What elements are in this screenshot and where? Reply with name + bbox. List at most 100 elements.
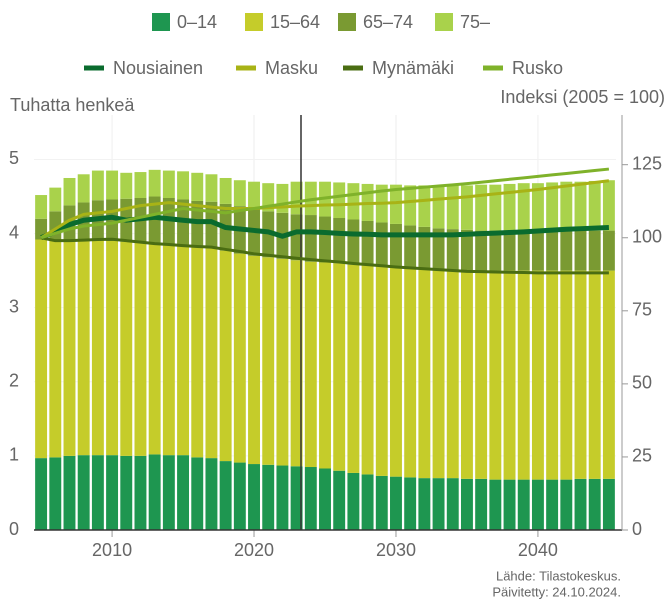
legend-label: 65–74	[363, 12, 413, 32]
y-tick-label: 5	[9, 148, 19, 168]
bar-segment	[219, 250, 232, 462]
bar-segment	[375, 222, 388, 267]
bar-segment	[191, 172, 204, 201]
bar-segment	[333, 218, 346, 264]
bar-segment	[63, 177, 76, 206]
y-tick-label: 0	[9, 519, 19, 539]
bar-segment	[120, 241, 133, 456]
bar-segment	[248, 255, 260, 465]
bar-segment	[49, 211, 62, 240]
line	[40, 167, 610, 240]
bar-segment	[432, 185, 445, 229]
bar-segment	[503, 183, 516, 231]
legend-swatch	[245, 13, 263, 31]
bar-segment	[361, 265, 374, 475]
source: Lähde: Tilastokeskus.	[496, 568, 621, 583]
bar-segment	[404, 185, 417, 226]
bar-segment	[290, 466, 303, 530]
bar-segment	[77, 455, 90, 530]
legend-label: 0–14	[177, 12, 217, 32]
bar-segment	[290, 181, 303, 215]
y2-tick-label: 25	[632, 446, 652, 466]
y-tick-label: 2	[9, 371, 19, 391]
bar-segment	[35, 458, 48, 530]
bar-segment	[475, 478, 488, 530]
bar-segment	[148, 169, 161, 197]
bar-segment	[219, 177, 232, 204]
bar-segment	[333, 182, 346, 219]
bar-segment	[546, 479, 559, 530]
bar-segment	[205, 458, 218, 530]
bar-segment	[333, 263, 346, 471]
bar-segment	[148, 243, 161, 455]
bar-segment	[134, 242, 147, 456]
bar-segment	[120, 455, 133, 530]
bar-segment	[148, 454, 161, 530]
bar-segment	[347, 219, 360, 265]
bar-segment	[503, 230, 516, 271]
bar-segment	[418, 478, 431, 530]
bar-segment	[35, 239, 48, 459]
bar-segment	[489, 270, 502, 480]
bar-segment	[233, 253, 246, 463]
bar-segment	[531, 183, 544, 231]
bar-segment	[233, 180, 246, 207]
y-tick-label: 3	[9, 296, 19, 316]
bar-segment	[134, 172, 147, 198]
bar-segment	[375, 475, 388, 530]
bar-segment	[276, 258, 289, 466]
bar-segment	[460, 270, 473, 479]
bar-segment	[390, 223, 402, 267]
bar-segment	[304, 467, 317, 530]
legend-label: Mynämäki	[372, 58, 454, 78]
bar-segment	[35, 195, 48, 219]
bar-segment	[531, 270, 544, 480]
bar-segment	[574, 270, 587, 479]
legend-swatch	[338, 13, 356, 31]
x-tick-label: 2010	[92, 540, 132, 560]
bar-segment	[262, 257, 275, 465]
bar-segment	[191, 246, 204, 458]
bar-segment	[304, 261, 317, 468]
bar-segment	[375, 266, 388, 476]
bar-segment	[460, 478, 473, 530]
bar-segment	[588, 478, 601, 530]
bar-segment	[574, 478, 587, 530]
bar-segment	[418, 268, 431, 479]
bar-segment	[390, 266, 402, 477]
bar-segment	[489, 479, 502, 530]
bar-segment	[63, 239, 76, 456]
bar-segment	[77, 240, 90, 456]
bar-segment	[432, 478, 445, 530]
bar-segment	[560, 270, 573, 480]
bar-segment	[503, 479, 516, 530]
bar-segment	[560, 230, 573, 271]
bar-segment	[531, 479, 544, 530]
bar-segment	[546, 230, 559, 271]
bar-segment	[35, 218, 48, 240]
legend-swatch	[152, 13, 170, 31]
y2-tick-label: 100	[632, 226, 662, 246]
bar-segment	[233, 462, 246, 530]
y-tick-label: 4	[9, 222, 19, 242]
bar-segment	[546, 270, 559, 480]
bar-segment	[162, 170, 175, 198]
bar-segment	[276, 183, 289, 213]
bar-segment	[361, 220, 374, 266]
y-axis-title: Tuhatta henkeä	[10, 95, 135, 115]
bar-segment	[588, 230, 601, 271]
bar-segment	[475, 184, 488, 231]
bar-segment	[162, 455, 175, 530]
line	[40, 179, 610, 240]
bar-segment	[475, 230, 488, 271]
bar-segment	[205, 201, 218, 249]
bar-segment	[446, 269, 459, 479]
bar-segment	[418, 185, 431, 227]
bar-segment	[432, 269, 445, 479]
bar-segment	[319, 262, 331, 469]
bar-segment	[503, 270, 516, 480]
bar-segment	[49, 457, 62, 530]
bar-segment	[290, 260, 303, 467]
bar-segment	[262, 183, 275, 212]
bar-segment	[49, 239, 62, 458]
